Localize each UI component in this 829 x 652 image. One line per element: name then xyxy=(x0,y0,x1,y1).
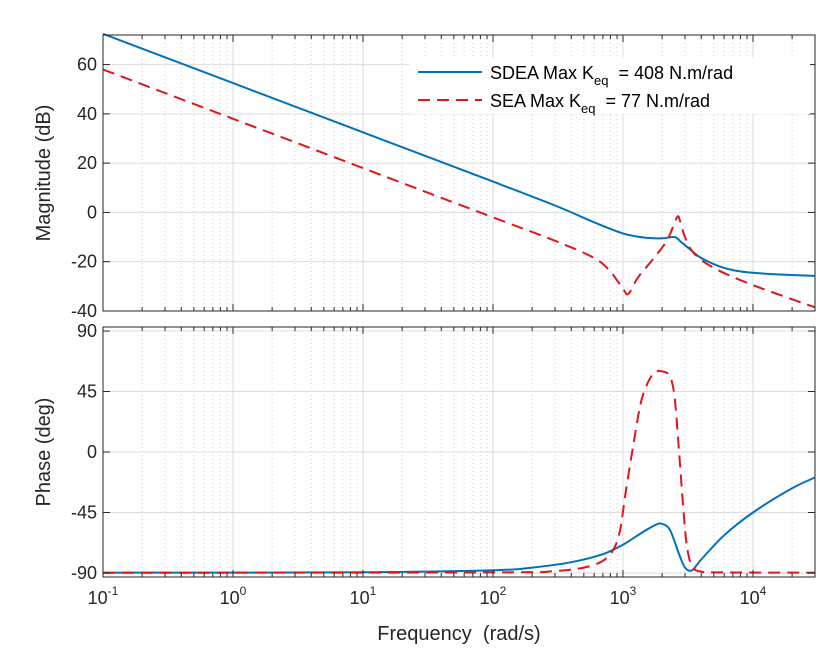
x-tick-label: 101 xyxy=(350,584,377,608)
y-tick-label: -45 xyxy=(71,502,97,522)
magnitude-y-tick-labels: -40 -20 0 20 40 60 xyxy=(71,55,97,321)
magnitude-curve-sea xyxy=(102,68,816,309)
magnitude-panel: -40 -20 0 20 40 60 Magnitude (dB) SDEA Max Ke… xyxy=(33,32,816,321)
phase-panel: -90 -45 0 45 90 10-1 100 101 102 103 104 Phase (d… xyxy=(33,321,816,645)
magnitude-ticks xyxy=(102,35,816,312)
x-tick-label: 102 xyxy=(480,584,507,608)
phase-ticks xyxy=(102,327,816,577)
phase-grid xyxy=(102,327,816,577)
legend: SDEA Max Keq = 408 N.m/rad SEA Max Keq =… xyxy=(410,58,810,116)
y-tick-label: -90 xyxy=(71,563,97,583)
frequency-tick-labels: 10-1 100 101 102 103 104 xyxy=(88,584,767,608)
legend-entry-sdea: SDEA Max Keq = 408 N.m/rad xyxy=(490,63,733,88)
y-tick-label: 0 xyxy=(87,202,97,222)
y-tick-label: -40 xyxy=(71,301,97,321)
magnitude-ylabel: Magnitude (dB) xyxy=(33,105,55,242)
y-tick-label: 60 xyxy=(77,55,97,75)
legend-entry-sea: SEA Max Keq = 77 N.m/rad xyxy=(490,91,710,116)
y-tick-label: 20 xyxy=(77,153,97,173)
x-tick-label: 103 xyxy=(610,584,637,608)
x-tick-label: 104 xyxy=(740,584,767,608)
frequency-xlabel: Frequency (rad/s) xyxy=(377,623,540,645)
y-tick-label: 0 xyxy=(87,442,97,462)
x-tick-label: 100 xyxy=(220,584,247,608)
phase-ylabel: Phase (deg) xyxy=(33,398,55,507)
magnitude-curve-sdea xyxy=(102,32,816,277)
x-tick-label: 10-1 xyxy=(88,584,119,608)
y-tick-label: 45 xyxy=(77,382,97,402)
phase-curve-sea xyxy=(102,369,816,574)
y-tick-label: 40 xyxy=(77,104,97,124)
magnitude-curves xyxy=(102,32,816,309)
phase-y-tick-labels: -90 -45 0 45 90 xyxy=(71,321,97,583)
y-tick-label: 90 xyxy=(77,321,97,341)
y-tick-label: -20 xyxy=(71,252,97,272)
